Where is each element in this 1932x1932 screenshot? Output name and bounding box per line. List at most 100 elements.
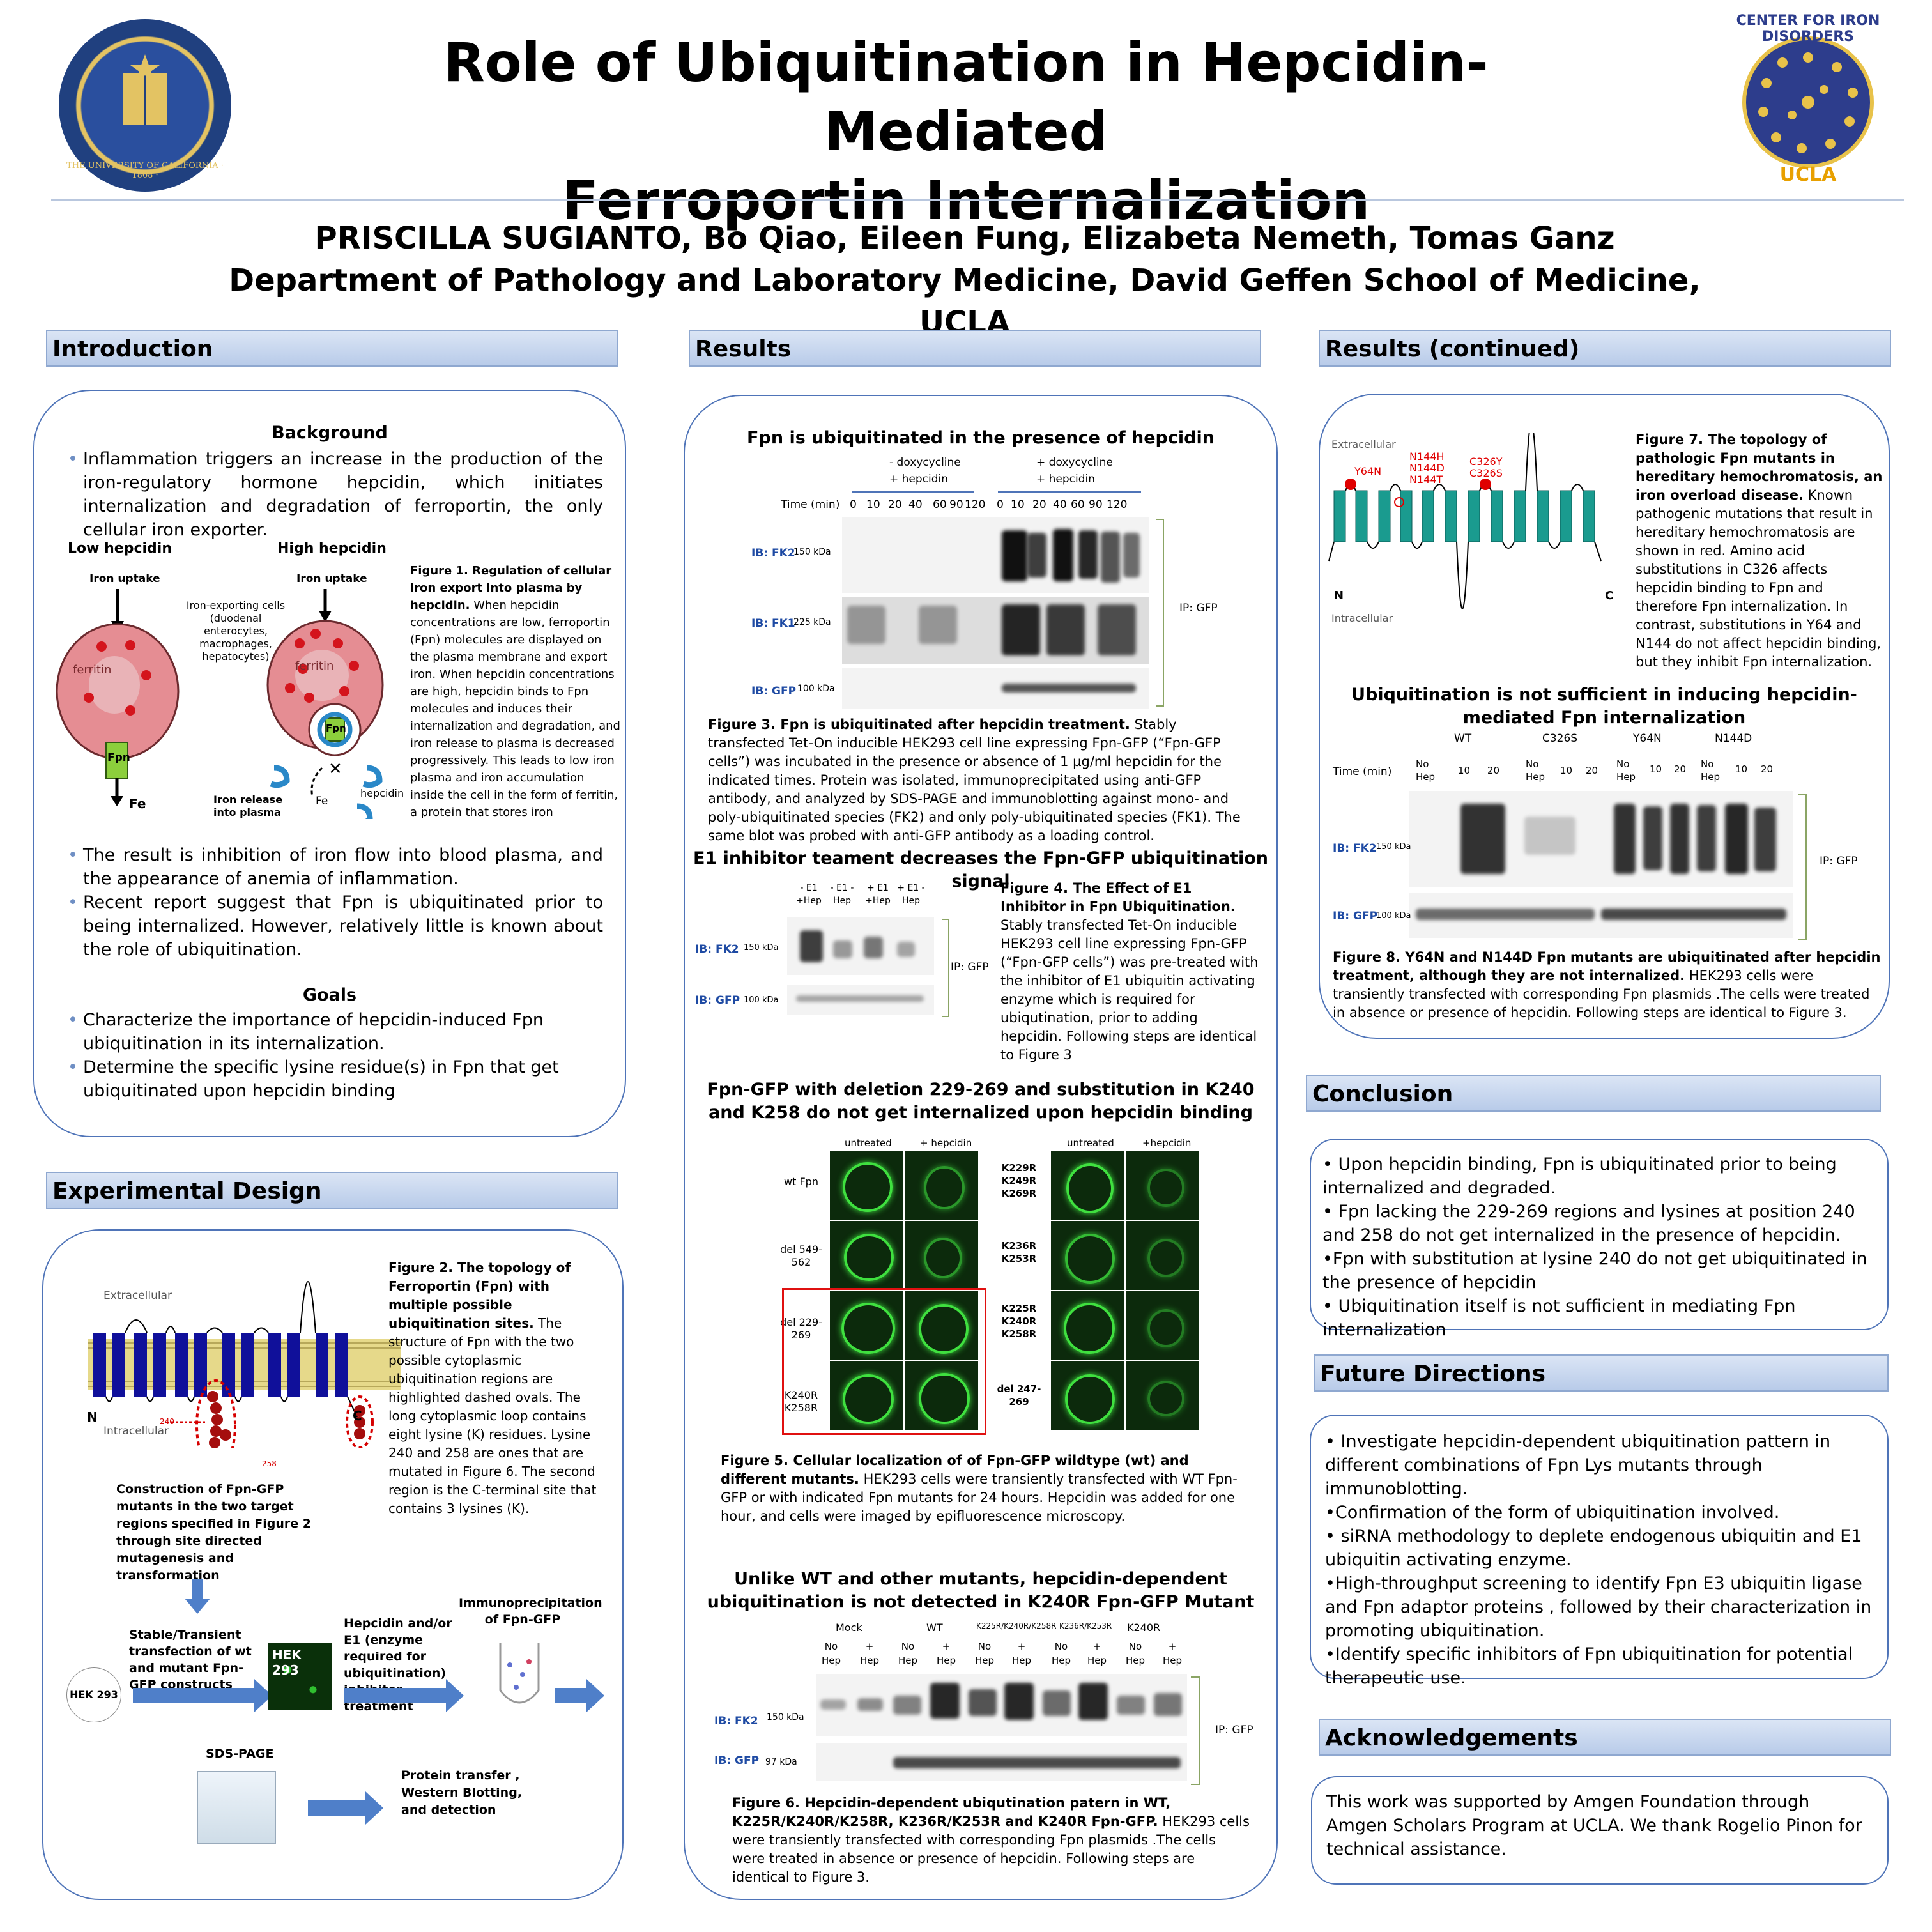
step-construct: Construction of Fpn-GFP mutants in the t… xyxy=(116,1482,311,1583)
fig8-bracket xyxy=(1798,793,1807,940)
header-divider xyxy=(51,199,1904,201)
fig8-caption-body: HEK293 cells were transiently transfecte… xyxy=(1333,968,1870,1020)
fig8-time-label: Time (min) xyxy=(1333,765,1392,778)
fig8-group-label: C326S xyxy=(1542,732,1578,745)
fig3-ib-fk2: IB: FK2 xyxy=(751,547,795,560)
figure-1: Low hepcidin High hepcidin Iron uptake I… xyxy=(54,538,405,819)
fig3-blot-fk2 xyxy=(842,518,1149,593)
fig2-intracellular: Intracellular xyxy=(103,1425,169,1438)
conclusion-item: •Fpn with substitution at lysine 240 do … xyxy=(1322,1249,1867,1292)
fig1-caption-body: When hepcidin concentrations are low, fe… xyxy=(410,599,620,819)
fig3-plus-hep-left: + hepcidin xyxy=(889,473,949,486)
fig3-plus-dox: + doxycycline xyxy=(1036,456,1113,469)
fig4-bracket xyxy=(942,919,949,1017)
fig1-ferritin-left: ferritin xyxy=(73,663,112,677)
fig2-extracellular: Extracellular xyxy=(103,1289,172,1302)
future-directions-panel: • Investigate hepcidin-dependent ubiquit… xyxy=(1310,1414,1889,1688)
hek293-image-label: HEK 293 xyxy=(272,1647,302,1678)
fig8-ib-fk2: IB: FK2 xyxy=(1333,842,1377,855)
uc-seal-logo: THE UNIVERSITY OF CALIFORNIA · 1868 · xyxy=(59,19,231,192)
fig3-caption: Figure 3. Fpn is ubiquitinated after hep… xyxy=(708,716,1256,845)
fig4-ib-gfp: IB: GFP xyxy=(695,994,740,1007)
fig7-caption-title: Figure 7. The topology of pathologic Fpn… xyxy=(1636,432,1883,503)
intro-bullets-2: The result is inhibition of iron flow in… xyxy=(66,843,603,962)
fig4-blot-gfp xyxy=(787,985,934,1015)
goal-item: Characterize the importance of hepcidin-… xyxy=(66,1008,603,1055)
fig3-time-tick: 40 xyxy=(1053,498,1067,511)
fig3-time-tick: 0 xyxy=(850,498,857,511)
fig4-150: 150 kDa xyxy=(744,943,779,953)
fig4-ib-fk2: IB: FK2 xyxy=(695,943,739,956)
hek293-circle: HEK 293 xyxy=(66,1667,121,1722)
fig8-t10: 10 xyxy=(1458,765,1471,776)
experimental-design-panel: Extracellular Intracellular 240 258 N C xyxy=(42,1229,624,1900)
acknowledgements-text: This work was supported by Amgen Foundat… xyxy=(1326,1792,1862,1859)
background-heading: Background xyxy=(272,423,388,443)
fig8-t20: 20 xyxy=(1761,763,1774,775)
logo-text-bottom: UCLA xyxy=(1779,164,1837,186)
fig4-caption-title: Figure 4. The Effect of E1 Inhibitor in … xyxy=(1000,880,1236,914)
fig7-n144: N144H N144D N144T xyxy=(1409,450,1445,486)
fig3-minus-dox: - doxycycline xyxy=(889,456,961,469)
fig5-row-label: del 549-562 xyxy=(780,1243,822,1268)
future-item: • Investigate hepcidin-dependent ubiquit… xyxy=(1325,1432,1831,1499)
fig6-no-hep: No Hep xyxy=(822,1641,841,1666)
fig5-row-labels-left: wt Fpn del 549-562 del 229-269 K240R K25… xyxy=(776,1150,827,1431)
fig4-caption: Figure 4. The Effect of E1 Inhibitor in … xyxy=(1000,879,1259,1064)
fig5-row-label: del 247-269 xyxy=(997,1383,1041,1407)
fig6-blot-gfp xyxy=(816,1743,1187,1781)
fig5-row-label: del 229-269 xyxy=(780,1316,822,1341)
fig7-intracellular: Intracellular xyxy=(1331,612,1393,624)
conclusion-item: • Upon hepcidin binding, Fpn is ubiquiti… xyxy=(1322,1154,1837,1198)
fig3-time-tick: 120 xyxy=(965,498,986,511)
fig8-heading: Ubiquitination is not sufficient in indu… xyxy=(1351,685,1857,728)
fig6-caption: Figure 6. Hepcidin-dependent ubiqutinati… xyxy=(732,1794,1250,1887)
fig1-fpn-left: Fpn xyxy=(107,751,130,764)
fig4-lane-label: - E1 +Hep xyxy=(796,883,822,906)
step-sds: SDS-PAGE xyxy=(206,1747,274,1761)
fig6-ib-fk2: IB: FK2 xyxy=(714,1715,758,1728)
fig8-blot-gfp xyxy=(1409,893,1793,938)
fig8-150: 150 kDa xyxy=(1376,842,1411,852)
fig1-low-label: Low hepcidin xyxy=(68,540,172,556)
flow-arrow-2 xyxy=(344,1679,464,1712)
fig8-t20: 20 xyxy=(1586,765,1598,776)
future-item: •Confirmation of the form of ubiquitinat… xyxy=(1325,1503,1780,1522)
seal-text: THE UNIVERSITY OF CALIFORNIA · 1868 · xyxy=(66,161,224,180)
fig3-ib-gfp: IB: GFP xyxy=(751,685,797,698)
fig6-group-label: K240R xyxy=(1127,1621,1161,1634)
fig2-c-terminus: C xyxy=(353,1408,362,1423)
flow-arrow-3 xyxy=(555,1679,604,1712)
fig3-time-tick: 90 xyxy=(949,498,963,511)
fig3-time-tick: 10 xyxy=(866,498,880,511)
future-item: •High-throughput screening to identify F… xyxy=(1325,1574,1872,1641)
fig7-caption: Figure 7. The topology of pathologic Fpn… xyxy=(1636,431,1885,671)
section-results-continued-heading: Results (continued) xyxy=(1319,330,1891,367)
results-panel: Fpn is ubiquitinated in the presence of … xyxy=(684,395,1278,1900)
intro-bullet: Inflammation triggers an increase in the… xyxy=(66,447,603,542)
introduction-panel: Background Inflammation triggers an incr… xyxy=(33,390,626,1137)
fig3-plus-hep-right: + hepcidin xyxy=(1036,473,1096,486)
fig4-lane-label: + E1 -Hep xyxy=(897,883,925,906)
conclusion-item: • Fpn lacking the 229-269 regions and ly… xyxy=(1322,1202,1855,1245)
fig5-row-label: K229R K249R K269R xyxy=(1001,1162,1037,1199)
fig8-no-hep: No Hep xyxy=(1701,758,1721,783)
fig7-c-terminus: C xyxy=(1605,589,1614,602)
fig3-heading: Fpn is ubiquitinated in the presence of … xyxy=(747,428,1215,448)
fig8-ib-gfp: IB: GFP xyxy=(1333,910,1378,923)
fig8-no-hep: No Hep xyxy=(1416,758,1436,783)
fig4-blot-fk2 xyxy=(787,917,934,975)
section-conclusion-heading: Conclusion xyxy=(1306,1075,1881,1112)
fig5-grid-left xyxy=(829,1150,979,1431)
future-item: • siRNA methodology to deplete endogenou… xyxy=(1325,1526,1862,1570)
fig3-time-tick: 20 xyxy=(888,498,902,511)
fig4-lane-labels: - E1 +Hep - E1 -Hep + E1 +Hep + E1 -Hep xyxy=(795,882,961,911)
fig3-150: 150 kDa xyxy=(793,547,831,557)
fig1-release-label: Iron release into plasma xyxy=(213,793,283,818)
fig1-hepcidin-label: hepcidin xyxy=(360,787,404,799)
poster-title: Role of Ubiquitination in Hepcidin-Media… xyxy=(319,28,1613,235)
fig6-plus-hep: + Hep xyxy=(1012,1641,1032,1666)
flow-arrow-4 xyxy=(308,1791,383,1825)
fig2-k258: 258 xyxy=(262,1459,277,1468)
flow-down-arrow-head xyxy=(185,1598,210,1614)
